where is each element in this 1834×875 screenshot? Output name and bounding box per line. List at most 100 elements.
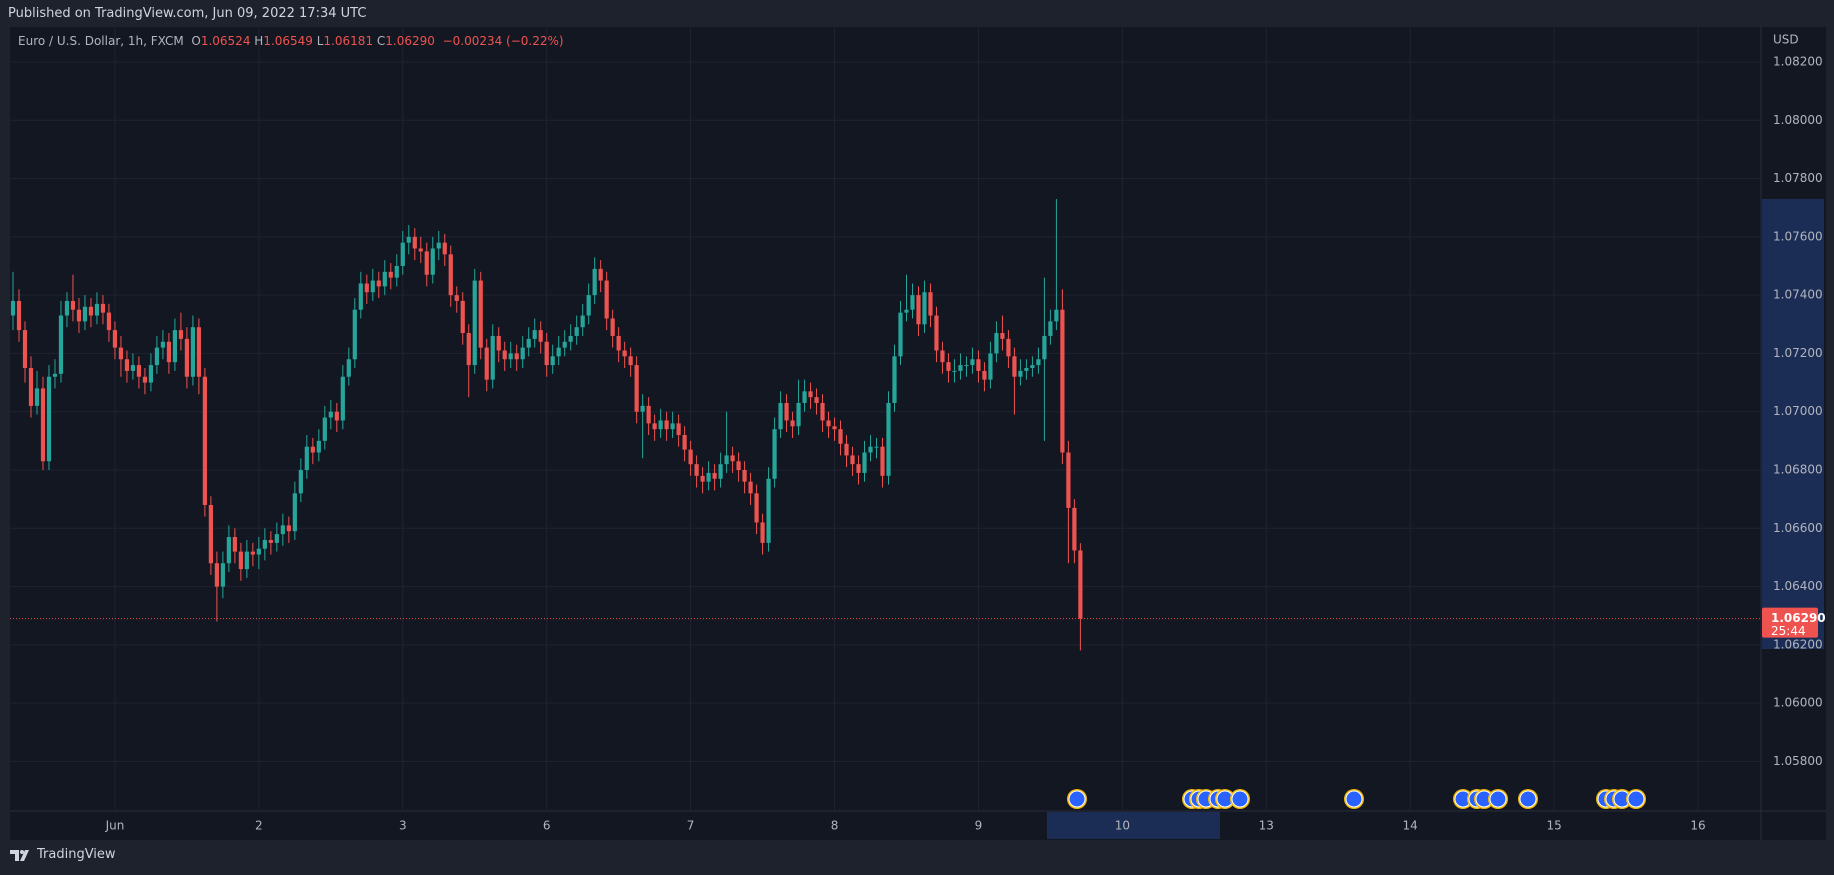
event-icon[interactable] [1067, 789, 1087, 809]
x-tick-label: Jun [105, 819, 125, 833]
candle-body [610, 318, 615, 336]
candle-body [736, 461, 741, 471]
candle-body [1030, 365, 1035, 368]
price-range-highlight [1762, 199, 1824, 649]
event-icon[interactable] [1518, 789, 1538, 809]
candle-body [502, 350, 507, 360]
candle-body [112, 330, 118, 348]
candle-body [544, 341, 549, 366]
candle-body [40, 388, 46, 462]
candle-body [526, 338, 531, 348]
x-tick-label: 9 [975, 819, 983, 833]
candle-body [664, 420, 669, 430]
event-icon[interactable] [1453, 789, 1473, 809]
candle-body [766, 478, 771, 543]
candle-body [1048, 321, 1053, 336]
event-icon-face [1231, 790, 1249, 808]
candle-body [976, 359, 981, 371]
candle-body [868, 446, 873, 453]
low-value: 1.06181 [323, 34, 374, 48]
candle-body [832, 426, 837, 430]
candle-body [970, 359, 975, 366]
candle-body [244, 551, 249, 570]
candle-body [940, 350, 945, 363]
candle-body [472, 280, 477, 366]
candle-body [700, 475, 705, 482]
candle-body [1054, 309, 1059, 322]
candle-body [64, 300, 70, 316]
candle-body [124, 359, 130, 371]
candle-body [148, 365, 154, 383]
candle-body [442, 242, 447, 255]
candle-body [268, 539, 273, 543]
candle-body [460, 300, 465, 334]
candle-body [412, 236, 417, 249]
y-tick-label: 1.06200 [1773, 637, 1823, 651]
candle-body [364, 283, 369, 293]
candle-body [382, 271, 387, 287]
candle-body [58, 315, 64, 374]
candle-body [742, 470, 747, 482]
candle-body [376, 280, 381, 287]
candle-body [262, 539, 267, 549]
candle-body [70, 300, 76, 310]
close-value: 1.06290 [385, 34, 435, 48]
candles [10, 198, 1761, 651]
candle-body [52, 373, 58, 377]
candle-body [100, 303, 106, 313]
candle-body [1072, 507, 1077, 551]
candle-body [676, 423, 681, 436]
close-label: C [376, 34, 386, 48]
x-tick-label: 2 [255, 819, 263, 833]
candle-body [574, 327, 579, 336]
candle-body [628, 356, 633, 366]
candle-body [988, 353, 993, 380]
candle-body [730, 455, 735, 462]
candle-body [784, 402, 789, 421]
brand[interactable]: TradingView [10, 847, 116, 862]
y-tick-label: 1.06600 [1773, 521, 1823, 535]
event-icon[interactable] [1626, 789, 1646, 809]
candle-body [1036, 359, 1041, 366]
open-value: 1.06524 [200, 34, 251, 48]
candle-body [916, 295, 921, 325]
low-label: L [316, 34, 324, 48]
candle-body [844, 443, 849, 456]
event-icon[interactable] [1230, 789, 1250, 809]
candle-body [796, 402, 801, 427]
brand-name: TradingView [37, 847, 116, 862]
chart-background [10, 27, 1826, 840]
event-icon[interactable] [1474, 789, 1494, 809]
candle-body [316, 440, 321, 453]
candle-body [418, 248, 423, 252]
candle-body [340, 376, 345, 421]
candle-body [958, 365, 963, 371]
candle-body [850, 455, 855, 465]
candle-body [256, 548, 261, 555]
candle-body [76, 309, 82, 322]
candle-body [712, 472, 717, 479]
event-icon[interactable] [1344, 789, 1364, 809]
high-label: H [254, 34, 264, 48]
candle-body [118, 347, 124, 360]
event-icon[interactable] [1215, 789, 1235, 809]
event-icon[interactable] [1488, 789, 1508, 809]
candle-body [670, 423, 675, 430]
candle-body [358, 283, 363, 310]
candle-body [922, 292, 927, 325]
last-price-label: 1.06290 [1771, 611, 1826, 625]
x-tick-label: 6 [543, 819, 551, 833]
candle-body [1042, 335, 1047, 360]
event-icon-face [1068, 790, 1086, 808]
candle-body [436, 242, 441, 249]
candle-body [478, 280, 483, 348]
candle-body [22, 330, 28, 368]
candle-body [322, 417, 327, 441]
candle-body [658, 420, 663, 430]
candle-body [136, 365, 142, 377]
candle-body [562, 341, 567, 348]
candle-body [688, 449, 693, 465]
candle-body [28, 367, 34, 406]
candle-body [208, 504, 213, 564]
event-icon[interactable] [1612, 789, 1632, 809]
